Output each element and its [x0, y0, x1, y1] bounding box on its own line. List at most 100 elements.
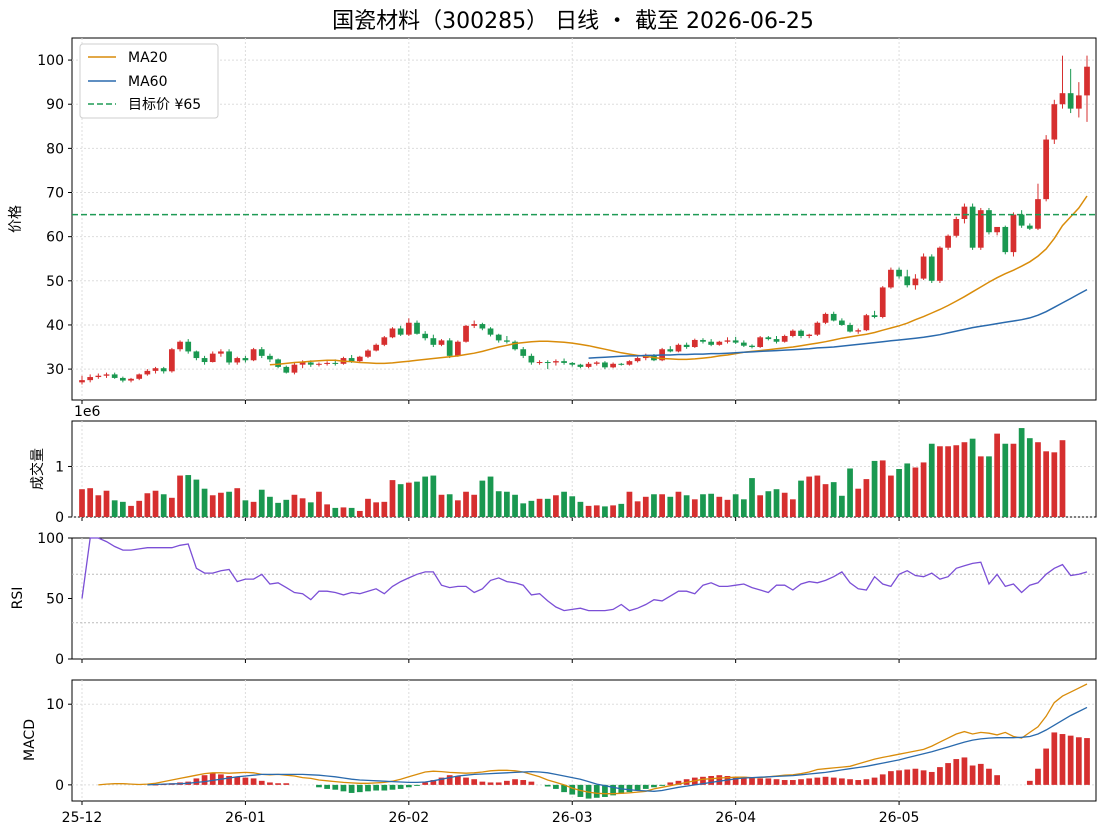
volume-bar [356, 510, 363, 517]
legend-target-price: 目标价 ¥65 [128, 97, 201, 113]
candle [324, 361, 330, 366]
candle-body [250, 349, 257, 361]
candle [610, 362, 616, 369]
volume-bar [814, 475, 821, 517]
macd-histogram-bar [520, 780, 527, 785]
volume-bar [585, 505, 592, 517]
macd-histogram-bar [512, 779, 518, 785]
rsi-grid [72, 538, 1096, 663]
candle-body [871, 315, 878, 318]
volume-bar [267, 496, 273, 517]
volume-bar [307, 502, 314, 517]
macd-histogram-bar [1035, 768, 1041, 785]
candle [977, 207, 984, 250]
candle [275, 358, 281, 369]
candle [258, 347, 265, 359]
candle [95, 373, 102, 379]
candle-body [708, 341, 715, 345]
candle-body [855, 330, 862, 332]
volume-bar [512, 494, 518, 517]
volume-y-ticks: 01 [55, 459, 72, 526]
macd-histogram-bar [920, 770, 927, 785]
volume-bar [79, 489, 85, 517]
y-tick-label: 100 [37, 53, 64, 69]
candle-body [79, 380, 85, 383]
volume-bar [1018, 428, 1025, 517]
candle [405, 318, 412, 336]
volume-bar [871, 460, 878, 517]
x-tick-label: 26-04 [715, 810, 756, 826]
volume-bar [463, 491, 469, 517]
volume-bar [700, 494, 706, 517]
macd-histogram-bar [471, 779, 478, 785]
candle-body [553, 361, 559, 363]
macd-histogram-bar [193, 778, 200, 785]
candle-body [781, 335, 788, 342]
macd-histogram-bar [749, 777, 755, 785]
volume-bar [291, 494, 298, 517]
volume-bar [528, 500, 535, 517]
y-tick-label: 100 [37, 531, 64, 547]
candle [544, 360, 551, 370]
y-tick-label: 40 [46, 318, 64, 334]
macd-histogram-bar [839, 778, 845, 785]
candle-body [209, 353, 216, 363]
volume-bar [553, 495, 559, 517]
volume-bar [822, 484, 829, 517]
y-tick-label: 90 [46, 97, 64, 113]
candle [724, 337, 731, 344]
macd-histogram-bar [781, 780, 788, 785]
candle [1026, 223, 1033, 231]
macd-histogram-bar [610, 784, 616, 796]
volume-bar [561, 491, 567, 517]
volume-bar [977, 456, 984, 517]
volume-bar [218, 492, 224, 517]
volume-bar [830, 482, 837, 517]
candle [463, 324, 469, 343]
rsi-panel: 0 50 100 RSI [10, 531, 1097, 668]
macd-histogram-bar [765, 778, 772, 785]
candle-body [839, 320, 845, 325]
candle [291, 362, 298, 375]
candle [953, 216, 960, 238]
candle [185, 339, 192, 354]
candle [986, 207, 992, 235]
candle-body [577, 364, 584, 367]
x-tick-label: 26-02 [388, 810, 429, 826]
candle-body [830, 313, 837, 321]
volume-scale-label: 1e6 [74, 404, 101, 420]
volume-bar [863, 479, 870, 517]
volume-bar [471, 494, 478, 517]
candle [765, 335, 772, 341]
candle [847, 322, 853, 333]
candle [708, 339, 715, 347]
volume-bar [299, 498, 306, 517]
candle [111, 372, 118, 379]
candle-body [512, 341, 518, 350]
candle [1010, 212, 1017, 257]
candle [553, 359, 559, 366]
candle [928, 254, 935, 284]
candle-body [716, 341, 723, 345]
volume-bar [618, 503, 625, 517]
x-tick-label: 25-12 [62, 810, 103, 826]
volume-bar [1026, 438, 1033, 517]
candle [536, 360, 543, 365]
macd-histogram-bar [340, 784, 347, 792]
price-legend: MA20 MA60 目标价 ¥65 [79, 43, 219, 119]
macd-histogram-bar [1043, 748, 1050, 785]
candle-body [610, 363, 616, 368]
candle [912, 274, 919, 290]
candle-body [732, 340, 739, 343]
macd-histogram-bar [814, 777, 821, 785]
macd-grid [72, 680, 1096, 805]
macd-histogram-bar [267, 782, 273, 785]
volume-bar [610, 505, 616, 517]
candle [177, 340, 183, 352]
candle-body [585, 363, 592, 367]
candle-body [896, 269, 902, 277]
candle [528, 353, 535, 365]
candle-body [700, 339, 706, 342]
candle [569, 362, 576, 367]
x-tick-label: 26-03 [552, 810, 593, 826]
